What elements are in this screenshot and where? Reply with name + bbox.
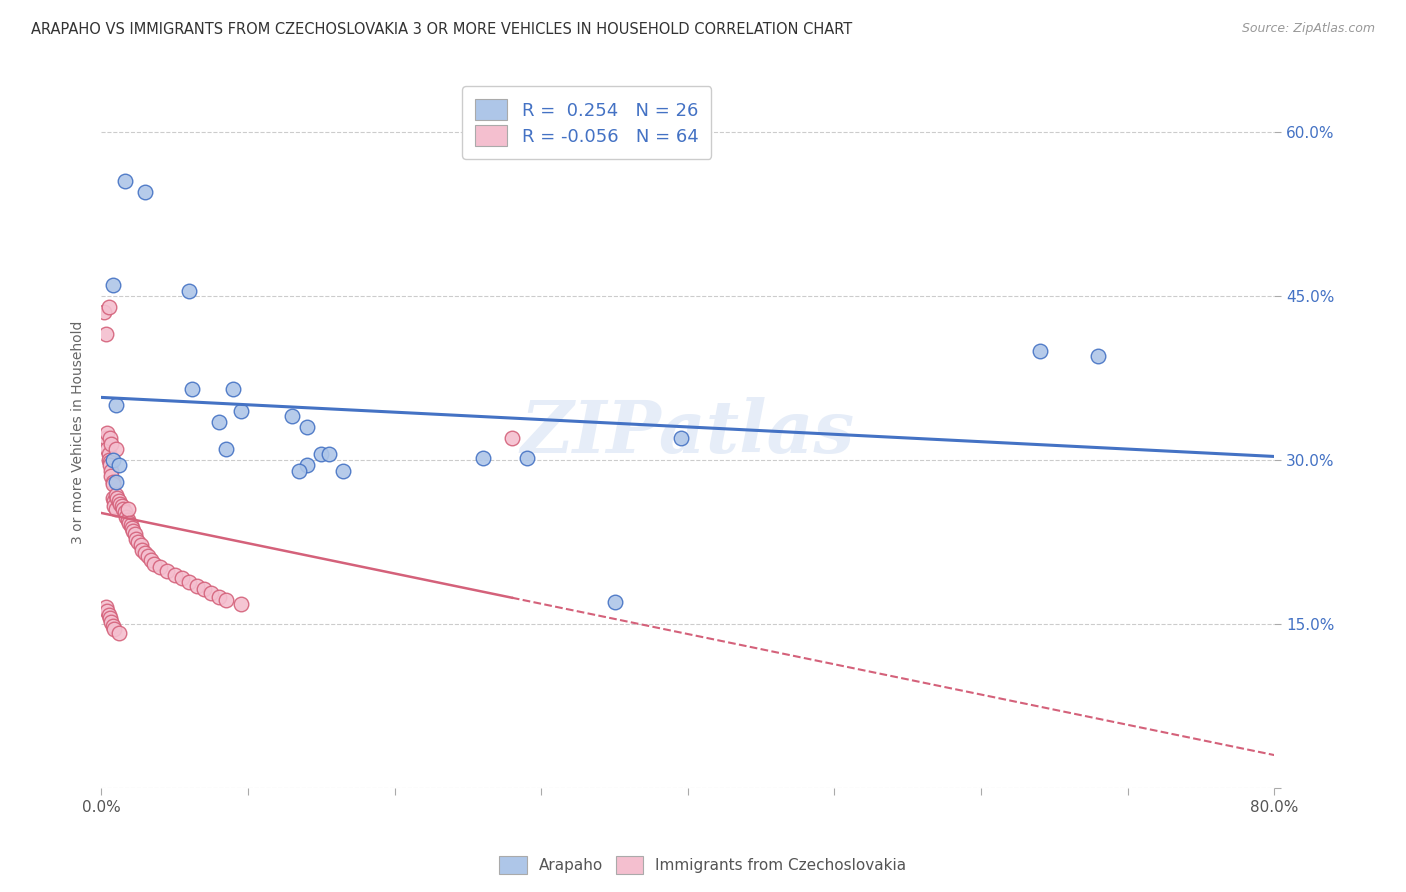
Point [98, 458, 121, 473]
Point [101, 475, 124, 489]
Point [122, 524, 145, 538]
Point [110, 497, 132, 511]
Point [134, 185, 156, 199]
Text: Source: ZipAtlas.com: Source: ZipAtlas.com [1241, 22, 1375, 36]
Point [100, 464, 122, 478]
Point [121, 521, 143, 535]
Point [104, 442, 127, 456]
Point [101, 477, 124, 491]
Point [139, 553, 162, 567]
Point [207, 415, 229, 429]
Point [200, 586, 222, 600]
Point [215, 442, 238, 456]
Point [295, 458, 318, 473]
Point [1029, 343, 1052, 358]
Y-axis label: 3 or more Vehicles in Household: 3 or more Vehicles in Household [72, 321, 86, 544]
Point [186, 578, 208, 592]
Point [112, 502, 135, 516]
Point [193, 582, 215, 596]
Point [104, 398, 127, 412]
Point [1087, 349, 1109, 363]
Point [603, 595, 626, 609]
Point [295, 420, 318, 434]
Point [101, 453, 124, 467]
Point [111, 499, 134, 513]
Point [181, 382, 204, 396]
Point [97, 447, 120, 461]
Point [222, 382, 245, 396]
Point [104, 475, 127, 489]
Legend: Arapaho, Immigrants from Czechoslovakia: Arapaho, Immigrants from Czechoslovakia [494, 850, 912, 880]
Point [103, 622, 125, 636]
Point [108, 494, 131, 508]
Point [93, 305, 115, 319]
Point [114, 174, 136, 188]
Point [98, 611, 121, 625]
Point [100, 469, 122, 483]
Point [114, 505, 136, 519]
Point [229, 403, 252, 417]
Point [309, 447, 332, 461]
Point [170, 571, 193, 585]
Point [143, 557, 166, 571]
Point [117, 513, 139, 527]
Point [96, 604, 118, 618]
Point [207, 590, 229, 604]
Point [215, 592, 238, 607]
Point [103, 494, 125, 508]
Point [332, 464, 354, 478]
Point [97, 300, 120, 314]
Point [127, 534, 149, 549]
Point [156, 565, 179, 579]
Point [103, 499, 125, 513]
Legend: R =  0.254   N = 26, R = -0.056   N = 64: R = 0.254 N = 26, R = -0.056 N = 64 [463, 87, 711, 159]
Point [100, 615, 122, 629]
Point [124, 527, 146, 541]
Point [98, 455, 121, 469]
Point [94, 327, 117, 342]
Point [94, 600, 117, 615]
Point [118, 516, 141, 531]
Text: ZIPatlas: ZIPatlas [520, 397, 855, 468]
Point [105, 491, 128, 505]
Point [281, 409, 304, 424]
Text: ARAPAHO VS IMMIGRANTS FROM CZECHOSLOVAKIA 3 OR MORE VEHICLES IN HOUSEHOLD CORREL: ARAPAHO VS IMMIGRANTS FROM CZECHOSLOVAKI… [31, 22, 852, 37]
Point [136, 549, 159, 563]
Point [179, 284, 201, 298]
Point [288, 464, 311, 478]
Point [149, 560, 172, 574]
Point [101, 491, 124, 505]
Point [97, 453, 120, 467]
Point [125, 532, 148, 546]
Point [115, 509, 138, 524]
Point [100, 436, 122, 450]
Point [131, 542, 153, 557]
Point [108, 458, 131, 473]
Point [108, 625, 131, 640]
Point [98, 431, 121, 445]
Point [117, 502, 139, 516]
Point [179, 575, 201, 590]
Point [229, 597, 252, 611]
Point [134, 546, 156, 560]
Point [515, 450, 537, 465]
Point [471, 450, 494, 465]
Point [129, 538, 152, 552]
Point [97, 608, 120, 623]
Point [104, 502, 127, 516]
Point [101, 278, 124, 293]
Point [163, 567, 186, 582]
Point [101, 619, 124, 633]
Point [104, 488, 127, 502]
Point [669, 431, 692, 445]
Point [96, 442, 118, 456]
Point [318, 447, 340, 461]
Point [120, 518, 142, 533]
Point [501, 431, 523, 445]
Point [96, 425, 118, 440]
Point [94, 431, 117, 445]
